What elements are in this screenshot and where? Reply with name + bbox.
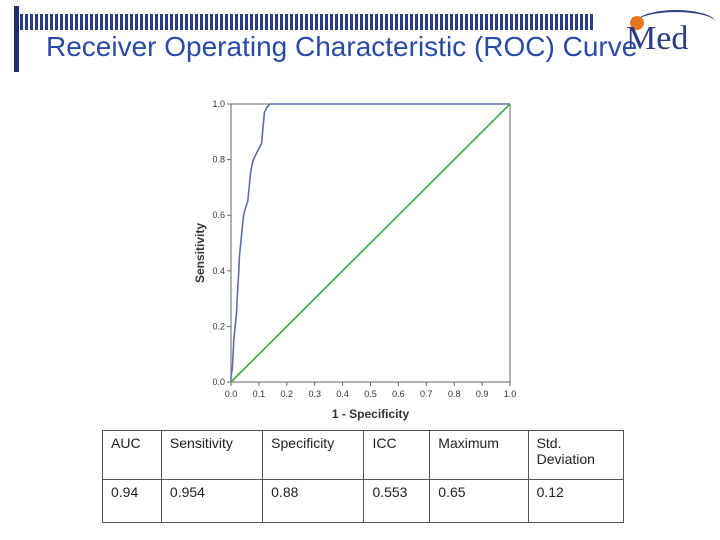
roc-curve-line	[230, 103, 510, 382]
x-tick-label: 0.5	[364, 389, 377, 399]
value-icc: 0.553	[363, 479, 431, 523]
x-tick-label: 0.9	[476, 389, 489, 399]
header-std-deviation: Std. Deviation	[527, 430, 625, 480]
title-accent-bar	[14, 6, 19, 72]
x-tick-label: 0.1	[253, 389, 266, 399]
y-tick-label: 0.6	[212, 210, 225, 220]
logo-text: Med	[626, 20, 689, 57]
y-axis-label: Sensitivity	[193, 223, 207, 283]
slide-title: Receiver Operating Characteristic (ROC) …	[46, 31, 638, 62]
x-tick-label: 0.6	[392, 389, 405, 399]
reference-diagonal-line	[230, 103, 511, 383]
x-tick-label: 0.7	[420, 389, 433, 399]
value-std-deviation: 0.12	[527, 479, 625, 523]
x-tick-label: 0.0	[225, 389, 238, 399]
value-sensitivity: 0.954	[160, 479, 264, 523]
x-axis-label: 1 - Specificity	[332, 407, 410, 421]
stats-table: AUC Sensitivity Specificity ICC Maximum …	[102, 430, 625, 523]
header-specificity: Specificity	[262, 430, 365, 480]
y-tick-label: 0.2	[212, 321, 225, 331]
med-logo: Med	[626, 8, 718, 57]
y-tick-label: 1.0	[212, 99, 225, 109]
value-specificity: 0.88	[262, 479, 365, 523]
x-tick-label: 0.2	[281, 389, 294, 399]
roc-chart: 0.0 0.1 0.2 0.3 0.4 0.5 0.6 0.7 0.8 0.9 1.0 0.0 0.2 0…	[193, 99, 517, 421]
stats-header-row: AUC Sensitivity Specificity ICC Maximum …	[102, 430, 625, 480]
value-auc: 0.94	[102, 479, 162, 523]
logo-swoosh-icon	[636, 10, 716, 36]
y-tick-label: 0.4	[212, 266, 225, 276]
header-auc: AUC	[102, 430, 162, 480]
y-tick-label: 0.8	[212, 155, 225, 165]
x-tick-label: 0.3	[308, 389, 321, 399]
header-maximum: Maximum	[429, 430, 529, 480]
y-tick-label: 0.0	[212, 377, 225, 387]
x-tick-label: 1.0	[504, 389, 517, 399]
x-tick-label: 0.8	[448, 389, 461, 399]
value-maximum: 0.65	[429, 479, 529, 523]
x-tick-label: 0.4	[336, 389, 349, 399]
header-stripe	[20, 14, 594, 30]
header-sensitivity: Sensitivity	[160, 430, 264, 480]
header-icc: ICC	[363, 430, 431, 480]
stats-values-row: 0.94 0.954 0.88 0.553 0.65 0.12	[102, 479, 625, 523]
logo-dot-icon	[630, 16, 644, 30]
